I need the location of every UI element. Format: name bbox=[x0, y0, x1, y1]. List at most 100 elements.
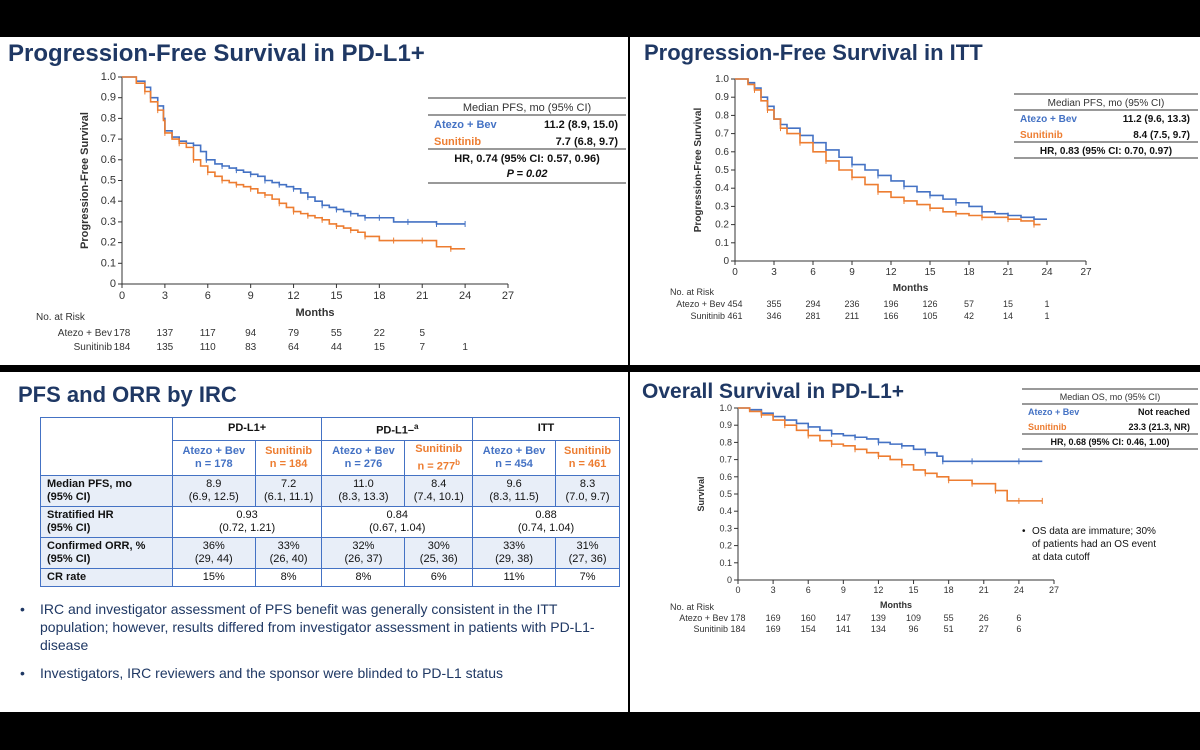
at-risk-value: 110 bbox=[200, 342, 216, 353]
at-risk-value: 184 bbox=[730, 624, 745, 634]
at-risk-value: 44 bbox=[331, 342, 343, 353]
y-tick-label: 0 bbox=[110, 278, 116, 290]
at-risk-value: 55 bbox=[331, 328, 343, 339]
at-risk-value: 6 bbox=[1016, 624, 1021, 634]
legend-p-value: P = 0.02 bbox=[507, 168, 548, 180]
x-tick-label: 21 bbox=[979, 585, 989, 595]
y-tick-label: 0.8 bbox=[715, 110, 729, 121]
y-axis-label: Survival bbox=[696, 476, 706, 511]
at-risk-value: 51 bbox=[944, 624, 954, 634]
at-risk-value: 55 bbox=[944, 613, 954, 623]
note-line: OS data are immature; 30% bbox=[1032, 526, 1156, 537]
at-risk-value: 454 bbox=[727, 299, 742, 309]
y-tick-label: 0.6 bbox=[715, 147, 729, 158]
x-tick-label: 12 bbox=[873, 585, 883, 595]
x-tick-label: 15 bbox=[330, 290, 342, 302]
at-risk-value: 22 bbox=[374, 328, 386, 339]
note-line: of patients had an OS event bbox=[1032, 539, 1156, 550]
x-tick-label: 6 bbox=[806, 585, 811, 595]
x-tick-label: 18 bbox=[373, 290, 385, 302]
irc-cell: 7% bbox=[555, 568, 620, 588]
x-tick-label: 9 bbox=[248, 290, 254, 302]
at-risk-value: 96 bbox=[909, 624, 919, 634]
y-tick-label: 0.8 bbox=[101, 112, 116, 124]
at-risk-value: 184 bbox=[114, 342, 131, 353]
at-risk-value: 196 bbox=[883, 299, 898, 309]
x-tick-label: 12 bbox=[287, 290, 299, 302]
irc-group-header: ITT bbox=[472, 417, 620, 441]
legend-arm1-label: Atezo + Bev bbox=[434, 119, 498, 131]
y-tick-label: 0.4 bbox=[101, 195, 116, 207]
irc-arm-header: Sunitinib n = 184 bbox=[254, 439, 323, 477]
x-tick-label: 27 bbox=[1080, 267, 1092, 278]
y-axis-label: Progression-Free Survival bbox=[79, 112, 91, 249]
at-risk-value: 160 bbox=[801, 613, 816, 623]
at-risk-value: 117 bbox=[200, 328, 216, 339]
y-tick-label: 1.0 bbox=[101, 71, 116, 83]
y-tick-label: 0.5 bbox=[719, 489, 732, 499]
x-tick-label: 15 bbox=[909, 585, 919, 595]
y-tick-label: 0.9 bbox=[101, 92, 116, 104]
x-tick-label: 18 bbox=[944, 585, 954, 595]
y-tick-label: 0.2 bbox=[101, 237, 116, 249]
at-risk-value: 281 bbox=[805, 311, 820, 321]
km-curve-sunitinib bbox=[738, 407, 1043, 502]
y-axis-label: Progression-Free Survival bbox=[693, 108, 704, 233]
x-axis-label: Months bbox=[880, 600, 912, 610]
irc-corner bbox=[40, 440, 173, 477]
x-tick-label: 27 bbox=[1049, 585, 1059, 595]
y-tick-label: 0.9 bbox=[715, 92, 729, 103]
y-tick-label: 0.2 bbox=[715, 220, 729, 231]
at-risk-value: 178 bbox=[730, 613, 745, 623]
x-tick-label: 3 bbox=[162, 290, 168, 302]
irc-cell: 33% (26, 40) bbox=[254, 537, 323, 570]
irc-cell: 30% (25, 36) bbox=[404, 537, 474, 570]
at-risk-value: 294 bbox=[805, 299, 820, 309]
irc-arm-header: Atezo + Bev n = 276 bbox=[321, 439, 406, 477]
at-risk-value: 94 bbox=[245, 328, 257, 339]
legend-arm2-value: 8.4 (7.5, 9.7) bbox=[1133, 130, 1190, 141]
at-risk-value: 15 bbox=[374, 342, 386, 353]
top-black-bar bbox=[0, 0, 1200, 37]
at-risk-value: 27 bbox=[979, 624, 989, 634]
bullet-item: IRC and investigator assessment of PFS b… bbox=[18, 600, 628, 654]
y-tick-label: 0 bbox=[723, 256, 729, 267]
at-risk-arm1-label: Atezo + Bev bbox=[679, 613, 728, 623]
irc-cell: 11% bbox=[472, 568, 557, 588]
at-risk-value: 79 bbox=[288, 328, 300, 339]
km-curve-sunitinib bbox=[735, 78, 1041, 226]
irc-cell: 8% bbox=[254, 568, 323, 588]
at-risk-arm2-label: Sunitinib bbox=[74, 342, 113, 353]
y-tick-label: 0 bbox=[727, 575, 732, 585]
y-tick-label: 0.3 bbox=[715, 201, 729, 212]
x-tick-label: 0 bbox=[735, 585, 740, 595]
km-curve-atezo bbox=[735, 78, 1047, 220]
at-risk-value: 15 bbox=[1003, 299, 1013, 309]
irc-table: PD-L1+ PD-L1–a ITT Atezo + Bev n = 178 Su… bbox=[40, 417, 620, 588]
irc-cell: 31% (27, 36) bbox=[555, 537, 620, 570]
y-tick-label: 0.8 bbox=[719, 437, 732, 447]
at-risk-value: 139 bbox=[871, 613, 886, 623]
irc-cell: 8% bbox=[321, 568, 406, 588]
x-tick-label: 24 bbox=[1014, 585, 1024, 595]
x-tick-label: 18 bbox=[963, 267, 975, 278]
irc-row-label: Confirmed ORR, % (95% CI) bbox=[40, 537, 173, 570]
x-tick-label: 6 bbox=[810, 267, 816, 278]
y-tick-label: 0.1 bbox=[715, 238, 729, 249]
irc-row-cr: CR rate 15% 8% 8% 6% 11% 7% bbox=[40, 568, 620, 588]
y-tick-label: 0.3 bbox=[719, 523, 732, 533]
km-curve-sunitinib bbox=[122, 76, 466, 250]
irc-row-label: Stratified HR (95% CI) bbox=[40, 506, 173, 539]
legend-arm2-value: 7.7 (6.8, 9.7) bbox=[556, 136, 619, 148]
irc-cell: 32% (26, 37) bbox=[321, 537, 406, 570]
x-tick-label: 21 bbox=[1002, 267, 1014, 278]
y-tick-label: 0.7 bbox=[101, 133, 116, 145]
at-risk-value: 169 bbox=[766, 613, 781, 623]
at-risk-arm1-label: Atezo + Bev bbox=[676, 299, 725, 309]
at-risk-value: 83 bbox=[245, 342, 257, 353]
y-tick-label: 0.2 bbox=[719, 541, 732, 551]
x-axis-label: Months bbox=[893, 283, 929, 294]
at-risk-value: 154 bbox=[801, 624, 816, 634]
x-tick-label: 24 bbox=[459, 290, 471, 302]
y-tick-label: 1.0 bbox=[719, 403, 732, 413]
